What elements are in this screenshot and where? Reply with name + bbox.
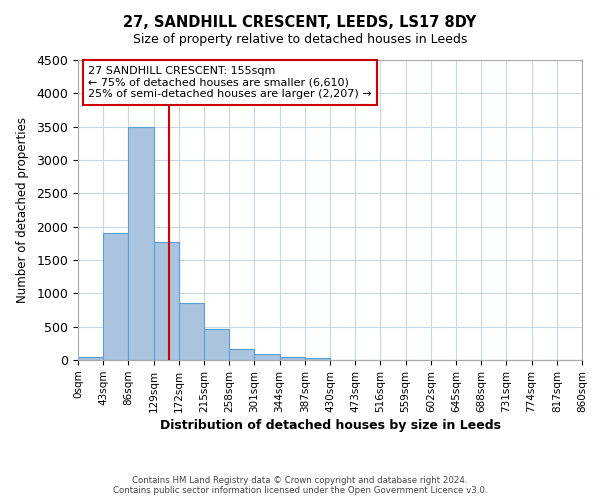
- Bar: [229, 348, 254, 360]
- Bar: [305, 358, 330, 360]
- Y-axis label: Number of detached properties: Number of detached properties: [16, 117, 29, 303]
- Bar: [154, 242, 179, 360]
- Text: Size of property relative to detached houses in Leeds: Size of property relative to detached ho…: [133, 32, 467, 46]
- Bar: [254, 354, 280, 360]
- Bar: [78, 356, 103, 360]
- Text: Contains HM Land Registry data © Crown copyright and database right 2024.
Contai: Contains HM Land Registry data © Crown c…: [113, 476, 487, 495]
- Bar: [204, 330, 229, 360]
- Bar: [128, 126, 154, 360]
- Bar: [103, 234, 128, 360]
- Text: 27 SANDHILL CRESCENT: 155sqm
← 75% of detached houses are smaller (6,610)
25% of: 27 SANDHILL CRESCENT: 155sqm ← 75% of de…: [88, 66, 372, 99]
- X-axis label: Distribution of detached houses by size in Leeds: Distribution of detached houses by size …: [160, 419, 500, 432]
- Bar: [179, 304, 204, 360]
- Bar: [280, 356, 305, 360]
- Text: 27, SANDHILL CRESCENT, LEEDS, LS17 8DY: 27, SANDHILL CRESCENT, LEEDS, LS17 8DY: [124, 15, 476, 30]
